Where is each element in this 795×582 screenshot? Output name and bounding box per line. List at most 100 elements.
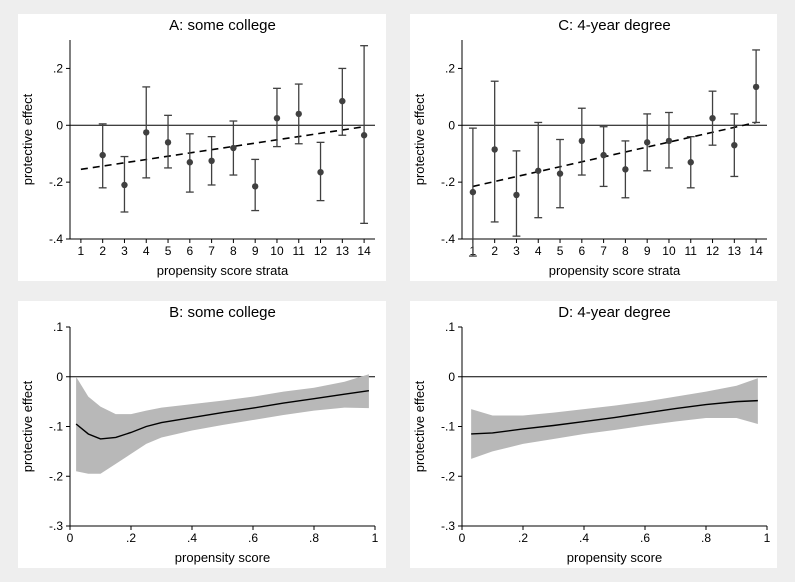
x-tick-label: 13: [336, 244, 350, 258]
x-tick-label: 9: [643, 244, 650, 258]
chart-svg: D: 4-year degree-.3-.2-.10.10.2.4.6.81pr…: [410, 301, 777, 568]
x-axis-label: propensity score: [175, 550, 270, 565]
panel-title: C: 4-year degree: [558, 17, 671, 34]
trend-line: [472, 122, 755, 186]
data-marker: [99, 152, 105, 158]
data-marker: [187, 159, 193, 165]
y-tick-label: -.4: [440, 232, 454, 246]
x-tick-label: 10: [270, 244, 284, 258]
data-marker: [600, 152, 606, 158]
panel-B: B: some college -.3 -.2 -.1 0 .1 0 .2 .4 .6 .8 1 pro…: [18, 301, 386, 568]
x-tick-label: .6: [639, 531, 649, 545]
data-marker: [296, 111, 302, 117]
y-tick-label: -.2: [49, 469, 63, 483]
x-tick-label: 14: [357, 244, 371, 258]
figure-container: A: some college-.4-.20.21234567891011121…: [0, 0, 795, 582]
panel-A: A: some college-.4-.20.21234567891011121…: [18, 14, 386, 281]
x-tick-label: 2: [99, 244, 106, 258]
y-tick-label: 0: [448, 118, 455, 132]
x-axis-label: propensity score: [566, 550, 661, 565]
y-tick-label: .2: [444, 61, 454, 75]
x-tick-label: .4: [187, 531, 197, 545]
panel-grid: A: some college-.4-.20.21234567891011121…: [18, 14, 777, 568]
data-marker: [469, 189, 475, 195]
x-tick-label: .8: [309, 531, 319, 545]
data-marker: [752, 84, 758, 90]
confidence-band: [471, 378, 758, 459]
data-marker: [121, 182, 127, 188]
x-tick-label: 7: [208, 244, 215, 258]
y-tick-label: .1: [53, 320, 63, 334]
panel-title: A: some college: [169, 17, 276, 34]
data-marker: [709, 115, 715, 121]
x-tick-label: 9: [252, 244, 259, 258]
x-tick-label: 5: [556, 244, 563, 258]
x-axis-label: propensity score strata: [157, 263, 289, 278]
x-tick-label: .2: [517, 531, 527, 545]
data-marker: [578, 138, 584, 144]
x-tick-label: 11: [684, 244, 697, 258]
x-tick-label: 0: [67, 531, 74, 545]
data-marker: [513, 192, 519, 198]
x-tick-label: 1: [78, 244, 85, 258]
y-tick-label: 0: [56, 370, 63, 384]
y-tick-label: -.3: [49, 519, 63, 533]
x-tick-label: 3: [513, 244, 520, 258]
y-tick-label: -.1: [440, 420, 454, 434]
x-tick-label: 8: [230, 244, 237, 258]
x-tick-label: 12: [314, 244, 328, 258]
data-marker: [665, 138, 671, 144]
panel-C: C: 4-year degree-.4-.20.2123456789101112…: [410, 14, 778, 281]
data-marker: [252, 183, 258, 189]
x-tick-label: 1: [372, 531, 379, 545]
x-tick-label: 12: [705, 244, 719, 258]
y-tick-label: .2: [53, 61, 63, 75]
panel-title: D: 4-year degree: [558, 304, 671, 321]
data-marker: [731, 142, 737, 148]
x-tick-label: 6: [186, 244, 193, 258]
x-tick-label: 5: [165, 244, 172, 258]
data-marker: [317, 169, 323, 175]
x-tick-label: 8: [622, 244, 629, 258]
data-marker: [622, 166, 628, 172]
data-marker: [274, 115, 280, 121]
data-marker: [687, 159, 693, 165]
x-tick-label: 1: [763, 531, 770, 545]
y-tick-label: -.1: [49, 420, 63, 434]
x-tick-label: .2: [126, 531, 136, 545]
x-tick-label: .6: [248, 531, 258, 545]
chart-svg: B: some college -.3 -.2 -.1 0 .1 0 .2 .4 .6 .8 1 pro…: [18, 301, 385, 568]
x-tick-label: 0: [458, 531, 465, 545]
data-marker: [535, 168, 541, 174]
data-marker: [339, 98, 345, 104]
x-tick-label: 4: [534, 244, 541, 258]
data-marker: [143, 129, 149, 135]
y-tick-label: -.2: [49, 175, 63, 189]
x-tick-label: 6: [578, 244, 585, 258]
data-marker: [491, 146, 497, 152]
x-axis-label: propensity score strata: [548, 263, 680, 278]
data-marker: [230, 145, 236, 151]
x-tick-label: .4: [578, 531, 588, 545]
chart-svg: A: some college-.4-.20.21234567891011121…: [18, 14, 385, 281]
y-tick-label: -.4: [49, 232, 63, 246]
data-marker: [361, 132, 367, 138]
y-tick-label: -.3: [440, 519, 454, 533]
x-tick-label: 14: [749, 244, 763, 258]
chart-svg: C: 4-year degree-.4-.20.2123456789101112…: [410, 14, 777, 281]
data-marker: [208, 158, 214, 164]
x-tick-label: 13: [727, 244, 741, 258]
y-axis-label: protective effect: [20, 93, 35, 185]
panel-title: B: some college: [169, 304, 276, 321]
x-tick-label: 2: [491, 244, 498, 258]
y-axis-label: protective effect: [412, 380, 427, 472]
x-tick-label: 4: [143, 244, 150, 258]
y-tick-label: 0: [56, 118, 63, 132]
confidence-band: [76, 374, 369, 474]
x-tick-label: 10: [662, 244, 676, 258]
y-axis-label: protective effect: [20, 380, 35, 472]
panel-D: D: 4-year degree-.3-.2-.10.10.2.4.6.81pr…: [410, 301, 778, 568]
x-tick-label: .8: [700, 531, 710, 545]
trend-line: [81, 127, 364, 170]
data-marker: [556, 170, 562, 176]
